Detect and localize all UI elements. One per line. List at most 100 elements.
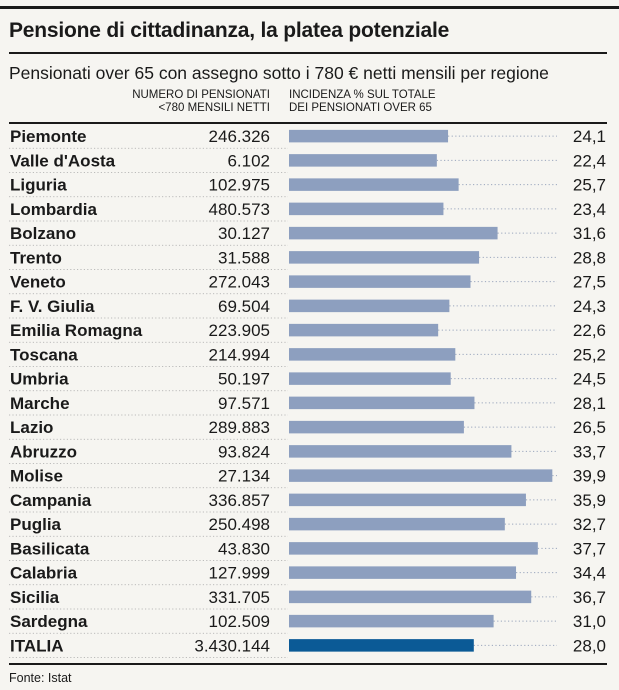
bar (289, 542, 538, 555)
share-value: 26,5 (573, 418, 606, 437)
pensioner-count: 6.102 (227, 151, 270, 170)
bar (289, 275, 471, 288)
region-label: Lombardia (10, 200, 97, 219)
region-label: Puglia (10, 515, 62, 534)
share-value: 25,2 (573, 345, 606, 364)
bar (289, 493, 526, 507)
share-value: 27,5 (573, 273, 606, 292)
region-label: Piemonte (10, 127, 87, 146)
share-header-line-2: DEI PENSIONATI OVER 65 (289, 101, 432, 114)
share-value: 24,1 (573, 127, 606, 146)
pensioner-count: 246.326 (209, 127, 270, 146)
region-label: Campania (10, 491, 92, 510)
pensioner-count: 30.127 (218, 224, 270, 243)
bar (289, 590, 532, 604)
share-value: 22,4 (573, 151, 606, 170)
bar (289, 226, 498, 240)
bar (289, 517, 505, 531)
share-value: 32,7 (573, 515, 606, 534)
region-label: Toscana (10, 345, 78, 364)
title-rule (9, 52, 607, 54)
region-label: Umbria (10, 370, 69, 389)
bar (289, 251, 480, 264)
pensioner-count: 69.504 (218, 297, 270, 316)
bar (289, 396, 475, 410)
pensioner-count: 102.975 (209, 176, 270, 195)
pensioner-count: 250.498 (209, 515, 270, 534)
region-label: Veneto (10, 273, 66, 292)
bottom-rule (9, 663, 607, 665)
share-column-header: INCIDENZA % SUL TOTALE DEI PENSIONATI OV… (289, 89, 436, 114)
bar (289, 154, 437, 167)
bar (289, 299, 450, 313)
pensioner-count: 93.824 (218, 442, 270, 461)
region-label: F. V. Giulia (10, 297, 95, 316)
count-column-header: NUMERO DI PENSIONATI <780 MENSILI NETTI (132, 89, 270, 114)
bar (289, 129, 449, 143)
share-value: 35,9 (573, 491, 606, 510)
region-label: Lazio (10, 418, 53, 437)
bar (289, 445, 512, 458)
pensioner-count: 272.043 (209, 273, 270, 292)
region-label: Liguria (10, 176, 67, 195)
share-value: 25,7 (573, 176, 606, 195)
count-header-line-1: NUMERO DI PENSIONATI (132, 89, 270, 101)
region-label: Abruzzo (10, 442, 77, 461)
share-value: 23,4 (573, 200, 606, 219)
share-value: 24,3 (573, 297, 606, 316)
share-value: 37,7 (573, 539, 606, 558)
pensioner-count: 480.573 (209, 200, 270, 219)
count-header-line-2: <780 MENSILI NETTI (158, 101, 270, 114)
bar (289, 202, 444, 216)
share-header-line-1: INCIDENZA % SUL TOTALE (289, 89, 436, 101)
bar (289, 469, 553, 482)
header-rule (9, 122, 607, 124)
top-rule (0, 6, 619, 9)
share-value: 39,9 (573, 467, 606, 486)
pensioner-count: 336.857 (209, 491, 270, 510)
share-value: 31,0 (573, 612, 606, 631)
region-label: Bolzano (10, 224, 76, 243)
source-note: Fonte: Istat (9, 671, 72, 685)
pensioner-count: 102.509 (209, 612, 270, 631)
region-label: Sicilia (10, 588, 60, 607)
share-value: 24,5 (573, 370, 606, 389)
share-value: 28,8 (573, 248, 606, 267)
bar (289, 566, 517, 579)
bar (289, 178, 459, 191)
bar (289, 614, 494, 628)
bar (289, 348, 456, 361)
chart-title: Pensione di cittadinanza, la platea pote… (9, 19, 450, 42)
share-value: 36,7 (573, 588, 606, 607)
share-value: 22,6 (573, 321, 606, 340)
bar (289, 372, 451, 385)
share-value: 33,7 (573, 442, 606, 461)
share-value: 31,6 (573, 224, 606, 243)
pensioner-count: 223.905 (209, 321, 270, 340)
share-value: 28,0 (573, 636, 606, 655)
share-value: 34,4 (573, 564, 606, 583)
pensioner-count: 127.999 (209, 564, 270, 583)
bar (289, 420, 464, 434)
region-label: Molise (10, 467, 63, 486)
region-label: Calabria (10, 564, 78, 583)
pensioner-count: 289.883 (209, 418, 270, 437)
pensioner-count: 50.197 (218, 370, 270, 389)
region-label: Basilicata (10, 539, 90, 558)
pensioner-count: 31.588 (218, 248, 270, 267)
pensioner-count: 331.705 (209, 588, 270, 607)
region-label: ITALIA (10, 636, 64, 655)
pensioner-count: 43.830 (218, 539, 270, 558)
bar (289, 323, 439, 337)
chart-subtitle: Pensionati over 65 con assegno sotto i 7… (9, 63, 549, 83)
region-label: Marche (10, 394, 70, 413)
pensioner-count: 97.571 (218, 394, 270, 413)
region-label: Valle d'Aosta (10, 151, 116, 170)
region-label: Emilia Romagna (10, 321, 143, 340)
region-label: Trento (10, 248, 62, 267)
region-label: Sardegna (10, 612, 88, 631)
pensioner-count: 214.994 (209, 345, 270, 364)
bar-italia (289, 639, 474, 652)
pensioner-count: 27.134 (218, 467, 270, 486)
